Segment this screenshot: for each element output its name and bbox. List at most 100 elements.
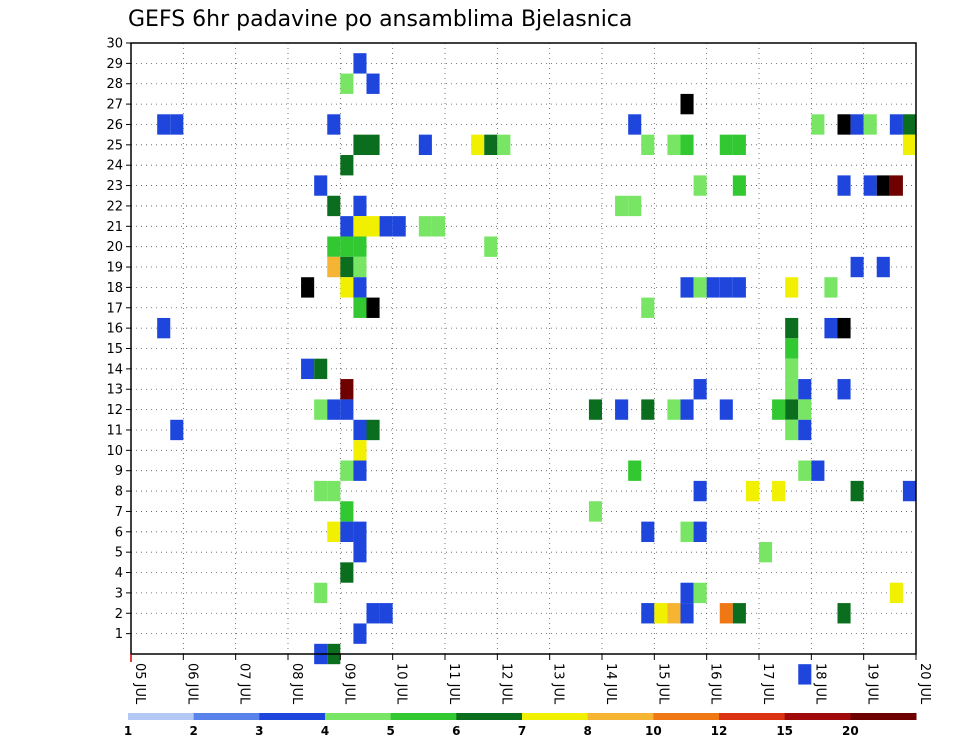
colorbar-label: 1 <box>124 724 132 738</box>
precip-cell <box>353 297 367 318</box>
precip-cell <box>759 541 773 563</box>
y-tick-label: 16 <box>106 322 123 337</box>
y-tick-label: 22 <box>106 199 123 214</box>
precip-cell <box>732 175 746 196</box>
precip-cell <box>366 603 380 624</box>
precip-cell <box>157 317 171 339</box>
precip-cell <box>366 297 380 318</box>
precip-cell <box>667 134 681 156</box>
precip-cell <box>327 399 341 420</box>
y-tick-label: 26 <box>106 118 123 133</box>
precip-cell <box>680 134 694 156</box>
precip-cell <box>157 114 171 135</box>
y-tick-label: 11 <box>106 423 123 438</box>
precip-cell <box>340 155 354 176</box>
precip-cell <box>772 399 786 420</box>
precip-cell <box>628 114 642 135</box>
y-tick-label: 5 <box>115 546 123 561</box>
precip-cell <box>484 236 498 257</box>
precip-cell <box>863 175 877 196</box>
precip-cell <box>824 317 838 339</box>
precip-cell <box>641 521 655 542</box>
precip-cell <box>719 603 733 624</box>
precip-cell <box>340 216 354 237</box>
precip-cell <box>706 277 720 298</box>
y-tick-label: 17 <box>106 301 123 316</box>
colorbar-swatch <box>653 713 720 720</box>
colorbar-label: 3 <box>255 724 263 738</box>
precip-cell <box>170 114 184 135</box>
precip-cell <box>902 134 916 156</box>
precip-cell <box>353 236 367 257</box>
precip-cell <box>680 93 694 115</box>
precip-cell <box>889 114 903 135</box>
precip-cell <box>353 216 367 237</box>
colorbar-label: 10 <box>645 724 662 738</box>
precip-cell <box>314 582 328 604</box>
precip-cell <box>314 480 328 502</box>
y-tick-label: 15 <box>106 342 123 357</box>
y-tick-label: 8 <box>115 485 123 500</box>
precip-cell <box>785 358 799 380</box>
precip-cell <box>693 277 707 298</box>
precip-cell <box>680 582 694 604</box>
precip-cell <box>353 53 367 74</box>
precip-cell <box>340 501 354 522</box>
grid-lines <box>131 43 917 654</box>
precip-cell <box>837 317 851 339</box>
precip-cell <box>340 521 354 542</box>
y-tick-label: 9 <box>115 464 123 479</box>
colorbar-swatch <box>522 713 589 720</box>
colorbar-label: 12 <box>711 724 728 738</box>
colorbar-swatch <box>325 713 392 720</box>
x-tick-label: 07 JUL <box>237 663 252 705</box>
x-tick-label: 16 JUL <box>708 663 723 705</box>
y-tick-label: 24 <box>106 159 123 174</box>
precip-cell <box>366 73 380 94</box>
precip-cell <box>353 440 367 461</box>
precip-cell <box>785 317 799 339</box>
y-tick-label: 18 <box>106 281 123 296</box>
precip-cell <box>314 358 328 380</box>
precip-cell <box>418 216 432 237</box>
x-tick-label: 08 JUL <box>289 663 304 705</box>
colorbar-label: 4 <box>321 724 329 738</box>
y-tick-label: 28 <box>106 77 123 92</box>
precip-cell <box>327 480 341 502</box>
precip-cell <box>902 114 916 135</box>
precip-cell <box>366 419 380 441</box>
y-tick-label: 29 <box>106 57 123 72</box>
precip-cell <box>418 134 432 156</box>
precip-cell <box>641 603 655 624</box>
precip-cell <box>719 399 733 420</box>
precip-cell <box>785 379 799 400</box>
precip-cell <box>732 277 746 298</box>
precip-cell <box>484 134 498 156</box>
precip-cell <box>392 216 406 237</box>
precip-cell <box>366 216 380 237</box>
x-tick-label: 15 JUL <box>655 663 670 705</box>
y-tick-label: 1 <box>115 627 123 642</box>
colorbar-legend: 1 2 3 4 5 6 7 8 10 12 15 20 <box>124 713 917 738</box>
precip-cell <box>641 399 655 420</box>
precip-cell <box>785 338 799 359</box>
x-tick-label: 19 JUL <box>865 663 880 705</box>
precip-cell <box>772 480 786 502</box>
x-tick-label: 14 JUL <box>603 663 618 705</box>
colorbar-swatch <box>128 713 195 720</box>
precip-cell <box>719 134 733 156</box>
precip-cell <box>798 460 812 481</box>
y-tick-label: 19 <box>106 261 123 276</box>
precip-cell <box>628 460 642 481</box>
precip-cell <box>680 399 694 420</box>
precip-cell <box>719 277 733 298</box>
precipitation-cells <box>157 53 916 685</box>
x-tick-label: 20 JUL <box>917 663 932 705</box>
precip-cell <box>379 216 393 237</box>
y-tick-label: 7 <box>115 505 123 520</box>
colorbar-swatch <box>719 713 786 720</box>
colorbar-swatch <box>193 713 260 720</box>
x-tick-label: 09 JUL <box>341 663 356 705</box>
precip-cell <box>615 399 629 420</box>
y-tick-label: 21 <box>106 220 123 235</box>
